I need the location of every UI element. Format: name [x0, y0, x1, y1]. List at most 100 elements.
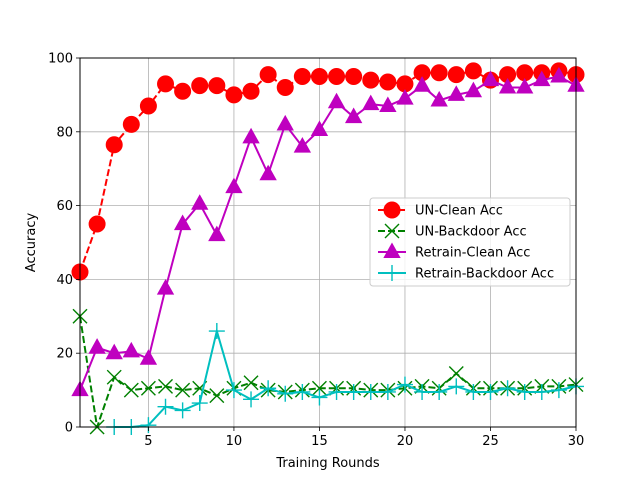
data-point: [140, 380, 156, 396]
data-point: [174, 402, 191, 419]
data-point: [311, 389, 328, 406]
legend-marker: [383, 242, 401, 259]
x-tick-label: 30: [568, 434, 585, 449]
data-point: [260, 380, 277, 397]
data-point: [379, 96, 397, 112]
data-point: [243, 375, 259, 391]
series-3: [106, 323, 584, 435]
legend-label: UN-Backdoor Acc: [415, 225, 527, 240]
data-point: [448, 378, 465, 395]
data-point: [106, 369, 122, 385]
legend-marker: [384, 223, 400, 239]
data-point: [396, 376, 413, 393]
legend-label: Retrain-Backdoor Acc: [415, 267, 554, 282]
data-point: [242, 82, 260, 100]
data-point: [414, 383, 431, 400]
data-point: [208, 77, 226, 95]
data-point: [516, 77, 534, 94]
data-point: [550, 66, 568, 83]
x-tick-label: 25: [482, 434, 499, 449]
x-tick-label: 20: [397, 434, 414, 449]
data-point: [516, 383, 533, 400]
data-point: [498, 77, 517, 94]
legend-marker: [384, 265, 400, 281]
data-point: [481, 70, 500, 87]
data-point: [294, 383, 311, 400]
y-tick-label: 40: [56, 273, 73, 288]
data-point: [174, 82, 192, 100]
y-tick-label: 20: [56, 347, 73, 362]
data-point: [430, 64, 448, 82]
data-point: [122, 341, 140, 358]
data-point: [225, 382, 242, 399]
legend-label: Retrain-Clean Acc: [415, 246, 530, 261]
data-point: [156, 279, 175, 295]
data-point: [362, 383, 379, 400]
data-point: [447, 66, 465, 84]
data-point: [157, 75, 175, 93]
data-point: [465, 383, 482, 400]
data-point: [533, 383, 550, 400]
data-point: [173, 214, 192, 231]
data-point: [242, 127, 260, 144]
y-axis-label: Accuracy: [24, 213, 39, 273]
data-point: [464, 81, 483, 98]
x-tick-label: 5: [144, 434, 152, 449]
data-point: [396, 89, 414, 105]
data-point: [175, 382, 191, 398]
data-point: [499, 380, 516, 397]
data-point: [533, 70, 551, 87]
data-point: [362, 71, 380, 89]
y-tick-label: 80: [56, 125, 73, 140]
data-point: [191, 77, 209, 95]
data-point: [345, 67, 363, 85]
series-line: [114, 327, 577, 428]
data-point: [157, 398, 174, 415]
data-point: [328, 383, 345, 400]
data-point: [379, 383, 396, 400]
data-point: [105, 343, 123, 360]
data-point: [276, 114, 294, 131]
plot-frame: [79, 57, 577, 428]
data-point: [550, 382, 567, 399]
data-point: [310, 67, 328, 85]
series-2: [71, 66, 585, 397]
data-point: [208, 225, 226, 242]
axis-ticks: 5 10 15 20 25 30 0 20 40 60 80 100: [48, 52, 584, 450]
data-point: [191, 194, 209, 210]
series-layer: [71, 62, 585, 435]
data-point: [122, 115, 140, 133]
legend-label: UN-Clean Acc: [415, 204, 503, 219]
data-point: [379, 73, 397, 91]
data-point: [293, 137, 312, 153]
data-point: [259, 66, 277, 84]
y-tick-label: 60: [56, 199, 73, 214]
data-point: [277, 385, 294, 402]
data-point: [362, 94, 380, 111]
y-tick-label: 0: [65, 421, 73, 436]
data-point: [276, 79, 294, 97]
data-point: [139, 349, 158, 365]
x-axis-label: Training Rounds: [275, 456, 380, 471]
data-point: [448, 366, 464, 381]
data-point: [431, 383, 448, 400]
data-point: [225, 177, 243, 194]
data-point: [293, 67, 311, 85]
x-tick-label: 10: [226, 434, 243, 449]
data-point: [209, 388, 225, 404]
data-point: [88, 338, 106, 354]
data-point: [447, 85, 465, 101]
data-point: [327, 92, 346, 109]
series-line: [79, 316, 577, 428]
data-point: [105, 136, 123, 154]
data-point: [139, 97, 157, 115]
data-point: [158, 378, 174, 394]
data-point: [328, 67, 346, 85]
y-tick-label: 100: [48, 52, 73, 67]
data-point: [345, 383, 362, 400]
data-point: [344, 107, 363, 124]
data-point: [310, 120, 329, 136]
data-point: [311, 380, 327, 396]
data-point: [208, 323, 225, 340]
